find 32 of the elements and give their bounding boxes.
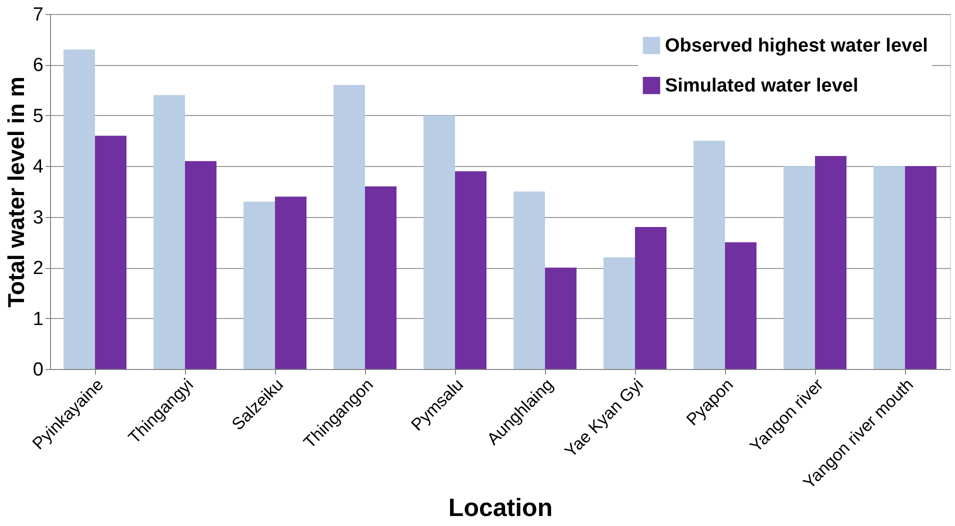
y-axis-title: Total water level in m (2, 76, 29, 308)
bar (545, 268, 576, 369)
bar (694, 140, 725, 369)
bar (874, 166, 905, 369)
bar (334, 85, 365, 369)
y-tick-label: 6 (32, 55, 44, 76)
bar (514, 192, 545, 369)
y-tick-label: 3 (32, 207, 44, 228)
bar (905, 166, 936, 369)
y-tick-label: 1 (32, 308, 44, 330)
y-tick-label: 5 (32, 106, 44, 127)
bar (244, 202, 275, 369)
bar (725, 242, 756, 369)
bar (784, 166, 815, 369)
y-tick-label: 2 (32, 258, 44, 280)
bar (64, 50, 95, 369)
legend-label: Observed highest water level (665, 36, 928, 56)
bar (365, 186, 396, 369)
bar (95, 136, 126, 369)
x-axis-title: Location (448, 494, 553, 522)
y-tick-label: 0 (32, 360, 44, 380)
bar (815, 156, 846, 369)
bar (275, 196, 306, 369)
bar (185, 161, 216, 369)
bar (154, 95, 185, 369)
legend-label: Simulated water level (665, 76, 858, 96)
bar (455, 171, 486, 369)
y-tick-label: 4 (32, 156, 44, 178)
bar (604, 257, 635, 369)
bar (635, 227, 666, 369)
bar (424, 115, 455, 369)
y-tick-label: 7 (32, 4, 44, 26)
